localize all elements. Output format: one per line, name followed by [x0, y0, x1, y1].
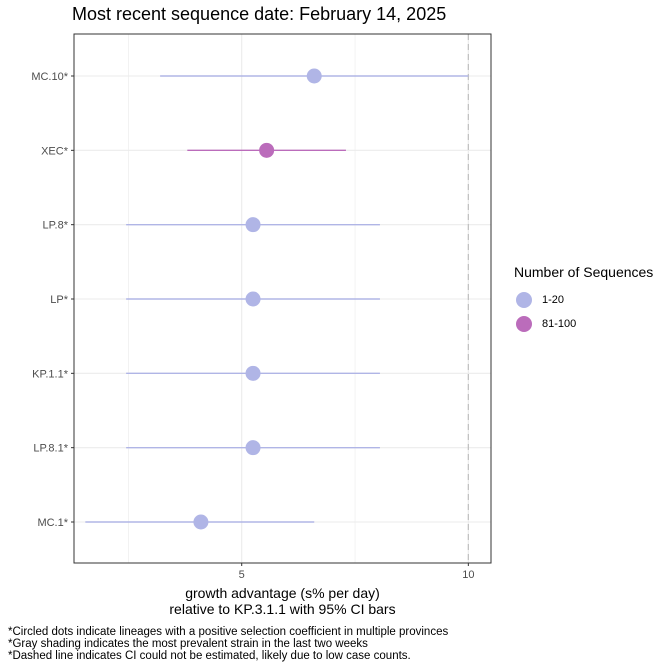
y-tick-label-XEC*: XEC* [41, 145, 69, 157]
dot-plot: MC.10* XEC* LP.8* LP* KP.1.1* LP.8.1* MC.1* 5 1… [31, 33, 492, 617]
point-KP.1.1* [245, 365, 261, 381]
data-points [193, 68, 322, 530]
chart-title: Most recent sequence date: February 14, … [72, 4, 447, 24]
point-MC.10* [306, 68, 322, 84]
legend-key-1-20 [516, 292, 532, 308]
legend-item-81-100: 81-100 [514, 312, 653, 336]
caption: *Circled dots indicate lineages with a p… [8, 626, 448, 662]
legend-key-81-100 [516, 316, 532, 332]
point-XEC* [259, 142, 275, 158]
legend-item-1-20: 1-20 [514, 288, 653, 312]
y-tick-label-LP.8*: LP.8* [43, 220, 69, 232]
point-LP.8.1* [245, 440, 261, 456]
caption-line-1: *Circled dots indicate lineages with a p… [8, 626, 449, 638]
point-LP.8* [245, 217, 261, 233]
y-tick-label-LP.8.1*: LP.8.1* [33, 443, 68, 455]
x-tick-label: 5 [239, 569, 245, 581]
x-tick-label: 10 [462, 569, 474, 581]
y-tick-label-MC.1*: MC.1* [37, 517, 68, 529]
legend: Number of Sequences 1-20 81-100 [514, 264, 653, 336]
x-axis-title-line-1: growth advantage (s% per day) [185, 585, 380, 601]
point-LP* [245, 291, 261, 307]
x-axis-title-line-2: relative to KP.3.1.1 with 95% CI bars [169, 601, 395, 617]
legend-label-81-100: 81-100 [542, 318, 577, 330]
x-axis-ticks: 5 10 [239, 563, 474, 581]
y-axis-ticks: MC.10* XEC* LP.8* LP* KP.1.1* LP.8.1* MC.1* [31, 71, 74, 529]
y-tick-label-MC.10*: MC.10* [31, 71, 68, 83]
legend-label-1-20: 1-20 [542, 294, 565, 306]
y-tick-label-KP.1.1*: KP.1.1* [32, 368, 69, 380]
point-MC.1* [193, 514, 209, 530]
caption-line-3: *Dashed line indicates CI could not be e… [8, 650, 411, 662]
caption-line-2: *Gray shading indicates the most prevale… [8, 638, 368, 650]
legend-title: Number of Sequences [514, 264, 654, 280]
y-tick-label-LP*: LP* [50, 294, 68, 306]
